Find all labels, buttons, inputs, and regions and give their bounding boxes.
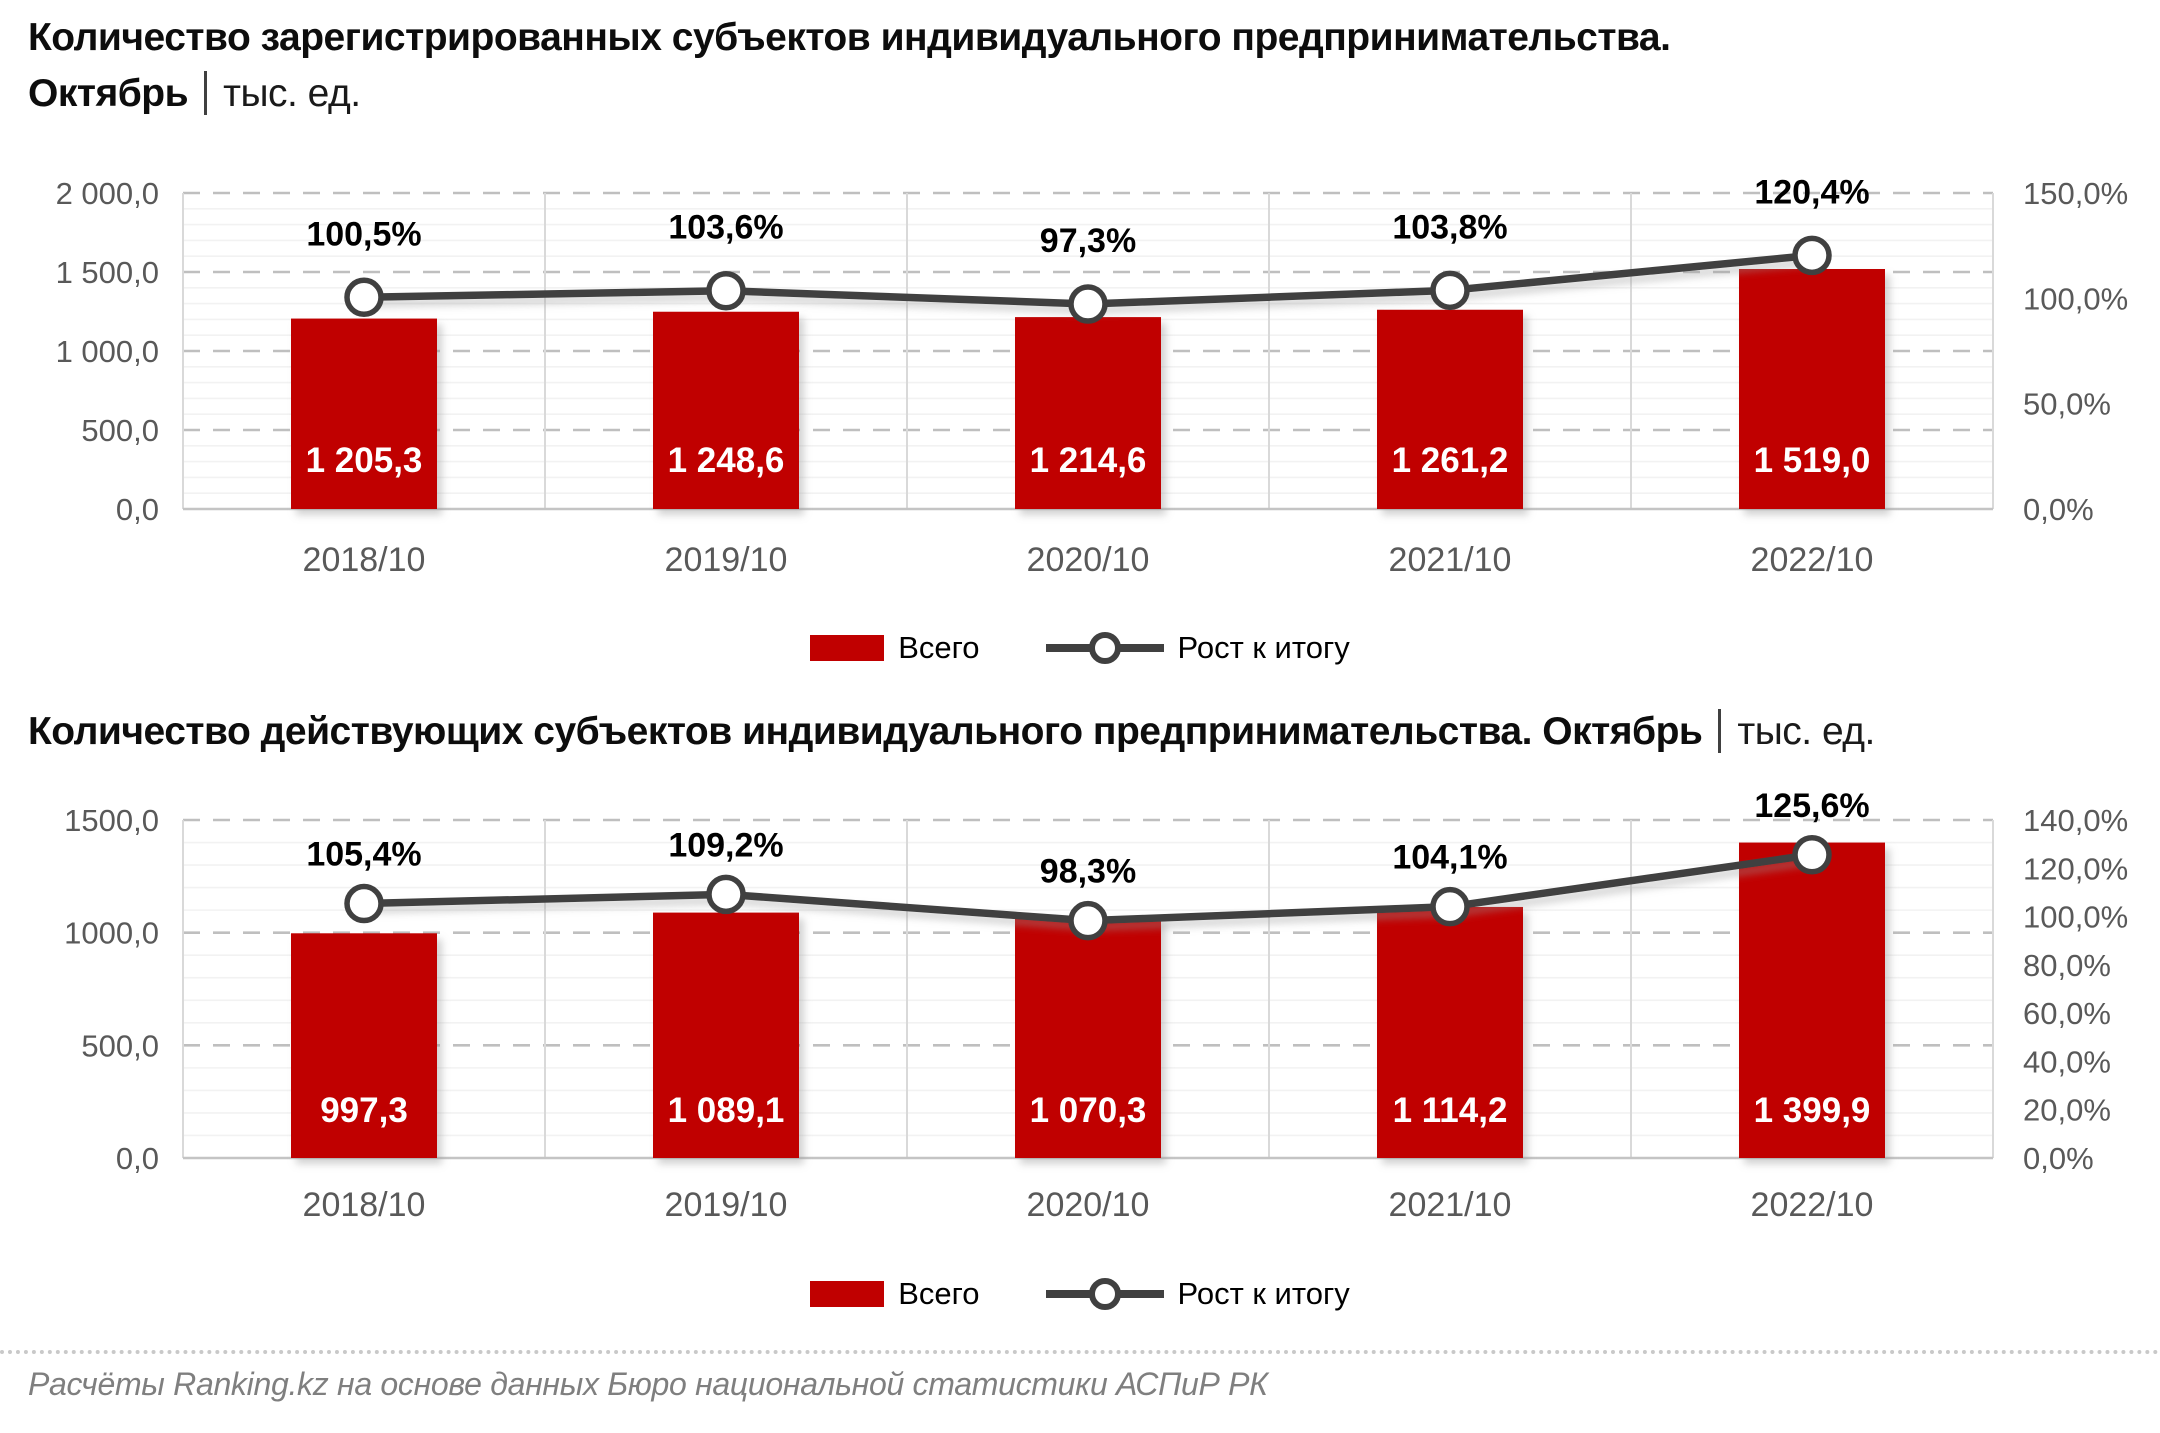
title-separator	[204, 71, 208, 115]
right-axis-tick-label: 60,0%	[2023, 996, 2111, 1031]
growth-marker	[1430, 270, 1470, 311]
right-axis-tick-label: 50,0%	[2023, 387, 2111, 422]
category-label: 2022/10	[1751, 541, 1874, 579]
category-label: 2020/10	[1027, 541, 1150, 579]
legend-line-icon	[1045, 631, 1164, 665]
legend-bar-label: Всего	[898, 630, 980, 665]
title-units: тыс. ед.	[223, 72, 361, 115]
title-period: Октябрь	[1542, 710, 1703, 753]
chart-registered-group: 1 205,3 1 248,6 1 214,6 1 261,2 1 519,0 100,5…	[56, 173, 2129, 579]
category-label: 2021/10	[1389, 541, 1512, 579]
legend-bar-swatch	[810, 1281, 885, 1307]
footer-source-text: Расчёты Ranking.kz на основе данных Бюро…	[28, 1366, 1268, 1402]
growth-marker	[706, 270, 746, 311]
growth-marker	[1792, 235, 1832, 276]
bar	[1377, 309, 1523, 509]
legend-line-label: Рост к итогу	[1177, 1276, 1350, 1311]
category-label: 2018/10	[303, 541, 426, 579]
bar	[291, 318, 437, 509]
bar-value-label: 1 070,3	[1030, 1091, 1147, 1130]
bar	[291, 933, 437, 1158]
growth-value-label: 120,4%	[1754, 173, 1869, 211]
right-axis-tick-label: 80,0%	[2023, 948, 2111, 983]
left-axis-tick-label: 1 000,0	[56, 334, 159, 369]
growth-marker	[1068, 900, 1108, 941]
chart2-title: Количество действующих субъектов индивид…	[28, 704, 1875, 760]
growth-marker	[706, 874, 746, 915]
growth-value-label: 100,5%	[306, 215, 421, 253]
legend-bar-swatch	[810, 635, 885, 661]
category-label: 2021/10	[1389, 1186, 1512, 1224]
right-axis-tick-label: 100,0%	[2023, 900, 2128, 935]
category-label: 2019/10	[665, 541, 788, 579]
growth-marker	[344, 277, 384, 318]
chart1-title: Количество зарегистрированных субъектов …	[28, 10, 1671, 122]
right-axis-tick-label: 140,0%	[2023, 803, 2128, 838]
bar-value-label: 1 519,0	[1754, 441, 1871, 480]
growth-marker	[1068, 284, 1108, 324]
legend-bar-label: Всего	[898, 1276, 980, 1311]
footer-divider	[0, 1350, 2160, 1354]
bar	[653, 311, 799, 509]
bar	[1739, 842, 1885, 1158]
legend-line-marker-icon	[1088, 632, 1121, 664]
growth-value-label: 104,1%	[1392, 839, 1507, 877]
category-label: 2022/10	[1751, 1186, 1874, 1224]
growth-marker	[1430, 886, 1470, 927]
bar-value-label: 1 205,3	[306, 441, 423, 480]
left-axis-tick-label: 0,0	[116, 492, 159, 527]
bar	[1015, 916, 1161, 1158]
right-axis-tick-label: 0,0%	[2023, 492, 2094, 527]
left-axis-tick-label: 500,0	[81, 413, 159, 448]
right-axis-tick-label: 120,0%	[2023, 851, 2128, 886]
bar-value-label: 997,3	[320, 1091, 408, 1130]
category-label: 2020/10	[1027, 1186, 1150, 1224]
bar	[1377, 906, 1523, 1158]
title-text: Количество зарегистрированных субъектов …	[28, 16, 1671, 59]
bar-value-label: 1 261,2	[1392, 441, 1509, 480]
chart2-legend: Всего Рост к итогу	[0, 1276, 2160, 1312]
left-axis-tick-label: 500,0	[81, 1028, 159, 1063]
bar	[1015, 317, 1161, 509]
legend-line-marker-icon	[1088, 1278, 1121, 1310]
left-axis-tick-label: 2 000,0	[56, 176, 159, 211]
growth-value-label: 97,3%	[1040, 222, 1136, 260]
growth-value-label: 103,8%	[1392, 208, 1507, 246]
chart1-legend: Всего Рост к итогу	[0, 630, 2160, 666]
legend-line-icon	[1045, 1277, 1164, 1311]
bar-value-label: 1 114,2	[1393, 1091, 1508, 1130]
bar	[653, 912, 799, 1158]
category-label: 2019/10	[665, 1186, 788, 1224]
right-axis-tick-label: 40,0%	[2023, 1044, 2111, 1079]
left-axis-tick-label: 1 500,0	[56, 255, 159, 290]
right-axis-tick-label: 20,0%	[2023, 1093, 2111, 1128]
left-axis-tick-label: 0,0	[116, 1141, 159, 1176]
chart-active-group: 997,3 1 089,1 1 070,3 1 114,2 1 399,9 105,4% 1…	[64, 787, 2128, 1224]
right-axis-tick-label: 100,0%	[2023, 281, 2128, 316]
category-label: 2018/10	[303, 1186, 426, 1224]
right-axis-tick-label: 0,0%	[2023, 1141, 2094, 1176]
growth-value-label: 125,6%	[1754, 787, 1869, 825]
growth-value-label: 103,6%	[668, 209, 783, 247]
right-axis-tick-label: 150,0%	[2023, 176, 2128, 211]
bar-value-label: 1 214,6	[1030, 441, 1147, 480]
bar-value-label: 1 089,1	[668, 1091, 785, 1130]
left-axis-tick-label: 1000,0	[64, 916, 159, 951]
left-axis-tick-label: 1500,0	[64, 803, 159, 838]
growth-value-label: 109,2%	[668, 826, 783, 864]
title-separator	[1718, 709, 1722, 753]
growth-marker	[344, 883, 384, 924]
bar	[1739, 268, 1885, 509]
title-period: Октябрь	[28, 72, 189, 115]
growth-value-label: 98,3%	[1040, 853, 1136, 891]
bar-value-label: 1 399,9	[1754, 1091, 1871, 1130]
title-text: Количество действующих субъектов индивид…	[28, 710, 1532, 753]
growth-value-label: 105,4%	[306, 836, 421, 874]
title-units: тыс. ед.	[1737, 710, 1875, 753]
bar-value-label: 1 248,6	[668, 441, 785, 480]
growth-marker	[1792, 835, 1832, 875]
legend-line-label: Рост к итогу	[1177, 630, 1350, 665]
